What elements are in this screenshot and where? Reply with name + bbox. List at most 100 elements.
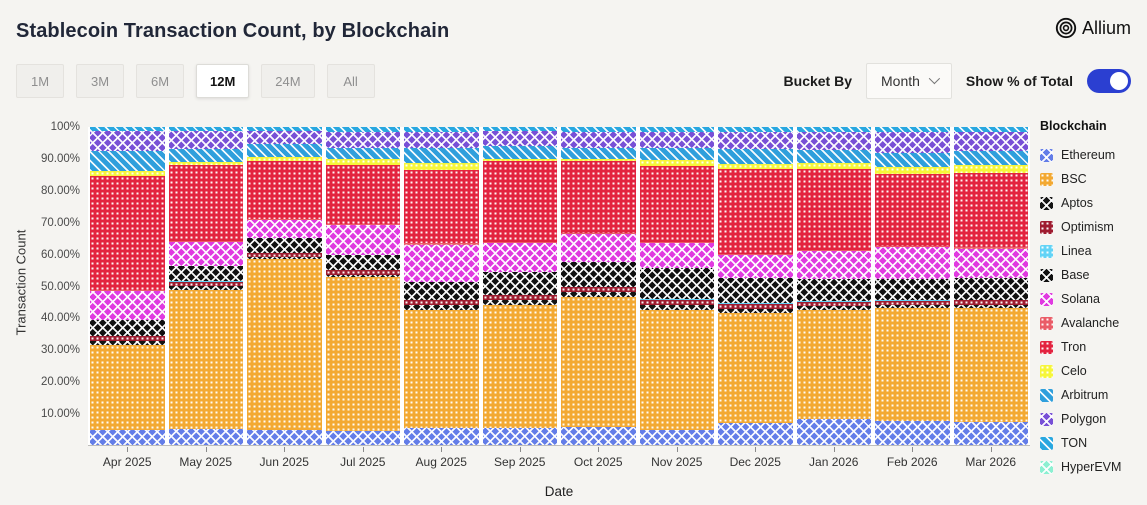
stacked-bar[interactable] [561,127,636,445]
legend-item-solana[interactable]: Solana [1040,287,1146,311]
bar-segment-polygon[interactable] [639,131,714,149]
bar-segment-avalanche[interactable] [247,218,322,220]
bar-segment-ethereum[interactable] [796,418,871,445]
bucket-by-select[interactable]: Month [866,63,952,99]
stacked-bar[interactable] [325,127,400,445]
bar-segment-base[interactable] [247,238,322,253]
bar-segment-aptos[interactable] [404,304,479,310]
bar-segment-avalanche[interactable] [325,223,400,225]
bar-segment-optimism[interactable] [247,253,322,258]
bar-segment-base[interactable] [325,254,400,271]
bar-segment-ton[interactable] [482,127,557,132]
bar-segment-solana[interactable] [875,247,950,279]
bar-segment-solana[interactable] [325,224,400,255]
legend-item-ethereum[interactable]: Ethereum [1040,143,1146,167]
stacked-bar[interactable] [168,127,243,445]
bar-segment-ethereum[interactable] [875,421,950,445]
bar-segment-optimism[interactable] [875,300,950,305]
bar-segment-aptos[interactable] [639,304,714,310]
bar-segment-polygon[interactable] [247,130,322,144]
bar-segment-ethereum[interactable] [482,428,557,445]
bar-segment-ethereum[interactable] [325,431,400,445]
bar-segment-bsc[interactable] [796,309,871,419]
bar-segment-arbitrum[interactable] [953,151,1028,165]
bar-segment-aptos[interactable] [247,257,322,260]
range-button-3m[interactable]: 3M [76,64,124,98]
bar-segment-solana[interactable] [90,291,165,320]
bar-segment-bsc[interactable] [482,304,557,429]
bar-segment-ethereum[interactable] [953,422,1028,445]
bar-segment-ethereum[interactable] [639,430,714,445]
bar-segment-base[interactable] [404,281,479,301]
bar-segment-ton[interactable] [247,127,322,131]
bar-segment-avalanche[interactable] [875,246,950,248]
stacked-bar[interactable] [247,127,322,445]
bar-segment-optimism[interactable] [482,295,557,301]
bar-segment-tron[interactable] [168,164,243,242]
bar-segment-tron[interactable] [561,161,636,233]
bar-segment-celo[interactable] [875,167,950,175]
bar-segment-ton[interactable] [718,127,793,132]
range-button-6m[interactable]: 6M [136,64,184,98]
bar-segment-ton[interactable] [404,127,479,132]
bar-segment-solana[interactable] [639,243,714,268]
bar-segment-arbitrum[interactable] [247,143,322,157]
bar-segment-polygon[interactable] [168,131,243,150]
bar-segment-aptos[interactable] [482,300,557,305]
bar-segment-avalanche[interactable] [718,253,793,256]
bar-segment-aptos[interactable] [90,340,165,346]
range-button-1m[interactable]: 1M [16,64,64,98]
bar-segment-arbitrum[interactable] [718,149,793,165]
bar-segment-optimism[interactable] [718,303,793,309]
bar-segment-bsc[interactable] [325,277,400,432]
stacked-bar[interactable] [639,127,714,445]
bar-segment-ton[interactable] [953,127,1028,132]
bar-segment-ethereum[interactable] [404,428,479,445]
bar-segment-celo[interactable] [168,161,243,165]
bar-segment-avalanche[interactable] [168,241,243,243]
legend-item-hyperevm[interactable]: HyperEVM [1040,455,1146,479]
bar-segment-celo[interactable] [639,160,714,166]
bar-segment-optimism[interactable] [168,281,243,287]
bar-segment-polygon[interactable] [90,130,165,151]
bar-segment-avalanche[interactable] [90,289,165,292]
range-button-24m[interactable]: 24M [261,64,315,98]
bar-segment-celo[interactable] [482,158,557,162]
bar-segment-aptos[interactable] [875,304,950,308]
bar-segment-base[interactable] [561,262,636,287]
bar-segment-base[interactable] [90,319,165,336]
bar-segment-avalanche[interactable] [639,241,714,244]
bar-segment-solana[interactable] [796,250,871,279]
bar-segment-celo[interactable] [247,156,322,161]
bar-segment-base[interactable] [796,278,871,302]
bar-segment-aptos[interactable] [953,304,1028,308]
bar-segment-tron[interactable] [90,176,165,290]
bar-segment-celo[interactable] [404,163,479,170]
bar-segment-bsc[interactable] [168,289,243,430]
bar-segment-polygon[interactable] [718,131,793,150]
bar-segment-aptos[interactable] [561,292,636,298]
bar-segment-polygon[interactable] [482,131,557,147]
bar-segment-polygon[interactable] [875,131,950,154]
bar-segment-ton[interactable] [90,127,165,131]
bar-segment-celo[interactable] [953,164,1028,173]
bar-segment-solana[interactable] [953,248,1028,278]
bar-segment-avalanche[interactable] [796,249,871,251]
bar-segment-tron[interactable] [718,169,793,254]
legend-item-avalanche[interactable]: Avalanche [1040,311,1146,335]
bar-segment-ethereum[interactable] [247,429,322,445]
bar-segment-optimism[interactable] [796,301,871,307]
bar-segment-tron[interactable] [482,161,557,242]
legend-item-linea[interactable]: Linea [1040,239,1146,263]
legend-item-arbitrum[interactable]: Arbitrum [1040,383,1146,407]
stacked-bar[interactable] [953,127,1028,445]
bar-segment-arbitrum[interactable] [639,148,714,161]
bar-segment-ton[interactable] [325,127,400,132]
bar-segment-optimism[interactable] [639,299,714,305]
range-button-all[interactable]: All [326,64,375,98]
stacked-bar[interactable] [90,127,165,445]
bar-segment-optimism[interactable] [90,335,165,341]
bar-segment-bsc[interactable] [718,313,793,424]
range-button-12m[interactable]: 12M [196,64,250,98]
bar-segment-arbitrum[interactable] [404,148,479,163]
